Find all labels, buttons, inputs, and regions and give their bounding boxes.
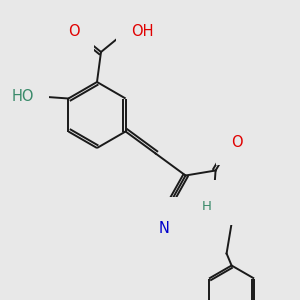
Text: HO: HO: [12, 89, 34, 104]
Text: OH: OH: [131, 23, 154, 38]
Text: O: O: [68, 25, 80, 40]
Text: N: N: [214, 195, 225, 210]
Text: C: C: [162, 210, 171, 223]
Text: O: O: [231, 135, 242, 150]
Text: H: H: [202, 200, 212, 213]
Text: N: N: [158, 221, 169, 236]
